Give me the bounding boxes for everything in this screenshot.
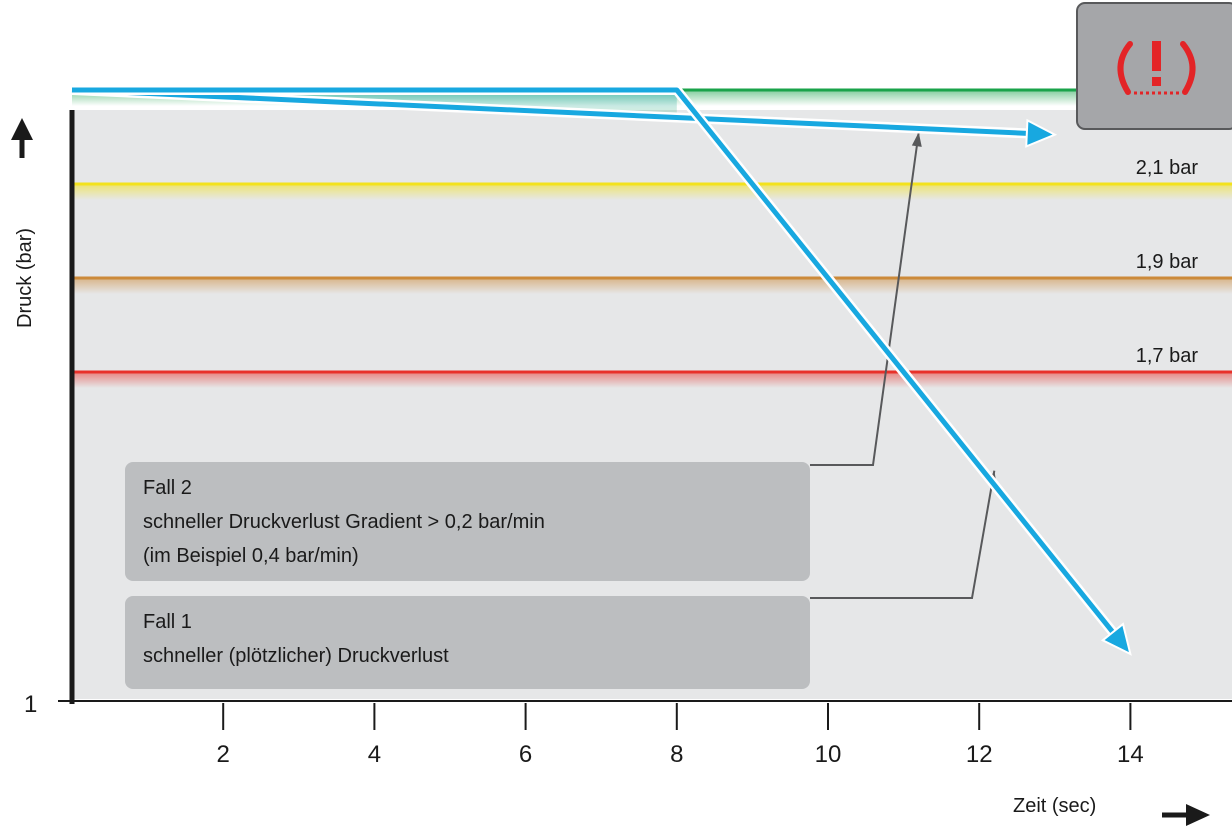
threshold-glow <box>72 372 1232 388</box>
y-axis-label: Druck (bar) <box>14 228 36 328</box>
pressure-series <box>71 85 1132 656</box>
series-line-2 <box>71 87 1027 136</box>
annotation-leader-line <box>810 132 920 466</box>
y-tick-label-min: 1 <box>24 691 37 718</box>
annotation-box <box>125 462 810 581</box>
annotation-leader-line <box>810 470 996 599</box>
threshold-label: 1,7 bar <box>1136 345 1199 367</box>
threshold-label: 1,9 bar <box>1136 251 1199 273</box>
x-tick-label: 2 <box>217 741 230 768</box>
annotation-text: Fall 2 <box>143 477 192 499</box>
annotations: Fall 2 schneller Druckverlust Gradient > … <box>125 132 997 689</box>
x-tick-label: 12 <box>966 741 993 768</box>
annotation-arrowhead <box>911 132 922 147</box>
annotation-text: schneller (plötzlicher) Druckverlust <box>143 645 449 667</box>
annotation-text: (im Beispiel 0,4 bar/min) <box>143 545 359 567</box>
annotation-text: schneller Druckverlust Gradient > 0,2 ba… <box>143 511 545 533</box>
x-tick-label: 6 <box>519 741 532 768</box>
tire-pressure-warning-icon <box>1076 2 1232 130</box>
series-arrowhead <box>1100 622 1132 656</box>
threshold-label: 2,1 bar <box>1136 157 1199 179</box>
x-tick-label: 10 <box>815 741 842 768</box>
annotation-box <box>125 596 810 689</box>
x-axis-arrow-icon <box>1162 804 1210 826</box>
series-line-1 <box>72 87 1115 634</box>
threshold-glow <box>72 184 1232 200</box>
x-tick-label: 14 <box>1117 741 1144 768</box>
y-axis-arrow-icon <box>11 118 33 158</box>
series-arrowhead <box>1025 118 1058 148</box>
x-axis-label: Zeit (sec) <box>1013 795 1096 817</box>
annotation-text: Fall 1 <box>143 611 192 633</box>
x-ticks: 2 4 6 8 10 12 14 <box>217 703 1144 768</box>
x-tick-label: 8 <box>670 741 683 768</box>
threshold-glow <box>72 278 1232 294</box>
x-tick-label: 4 <box>368 741 381 768</box>
